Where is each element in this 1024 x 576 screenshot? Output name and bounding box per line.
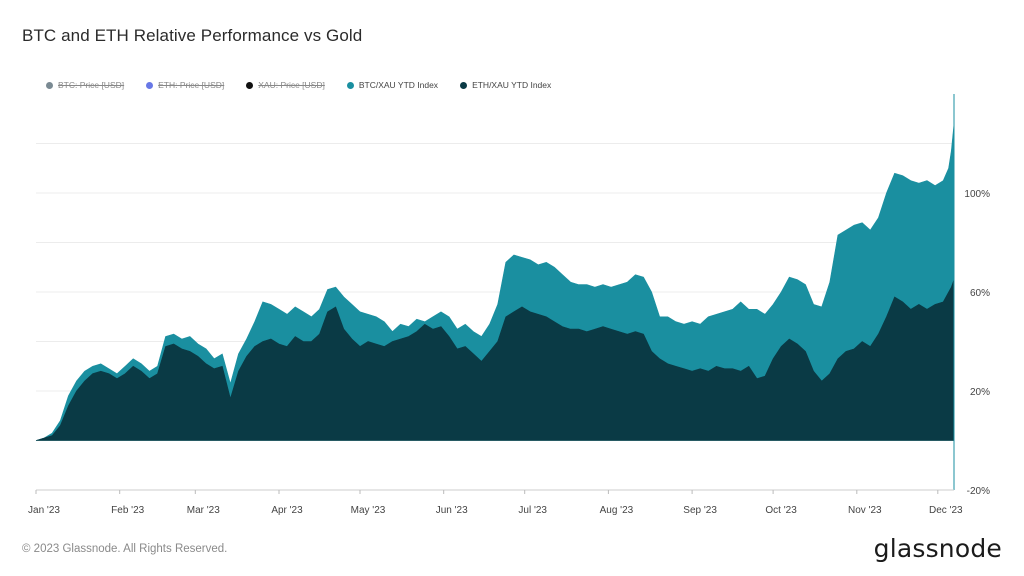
y-tick-label: 60% [970,288,990,299]
legend-item-btc-xau-index[interactable]: BTC/XAU YTD Index [346,80,439,90]
legend-dot-icon [246,81,254,89]
legend-dot-icon [46,81,53,89]
series-areas [35,123,955,441]
x-tick-label: Jun '23 [436,505,468,516]
legend-label: XAU: Price [USD] [258,80,325,90]
x-tick-label: Sep '23 [683,505,717,516]
legend-item-xau-price[interactable]: XAU: Price [USD] [246,80,325,90]
y-tick-label: -20% [967,486,990,497]
x-tick-label: Aug '23 [600,505,634,516]
legend-label: BTC: Price [USD] [58,80,125,90]
area-series-eth-xau[interactable] [35,279,955,441]
x-tick-label: Jul '23 [518,505,547,516]
axes: Jan '23 Feb '23 Mar '23 Apr '23 May '23 Jun '… [28,94,990,516]
y-tick-label: 20% [970,387,990,398]
legend-dot-icon [346,81,354,89]
x-tick-label: Feb '23 [111,505,144,516]
legend-item-btc-price[interactable]: BTC: Price [USD] [46,80,124,90]
x-tick-label: Mar '23 [187,505,220,516]
legend-label: BTC/XAU YTD Index [358,80,439,90]
legend-dot-icon [146,81,154,89]
legend-item-eth-price[interactable]: ETH: Price [USD] [146,80,224,90]
legend-item-eth-xau-index[interactable]: ETH/XAU YTD Index [460,80,551,90]
x-tick-label: Oct '23 [765,505,797,516]
x-tick-label: May '23 [351,505,386,516]
y-tick-label: 100% [964,189,990,200]
x-tick-label: Dec '23 [929,505,963,516]
chart-title: BTC and ETH Relative Performance vs Gold [22,26,363,45]
x-tick-label: Apr '23 [271,505,303,516]
copyright-footer: © 2023 Glassnode. All Rights Reserved. [22,543,228,555]
legend-label: ETH/XAU YTD Index [472,80,552,90]
legend: BTC: Price [USD] ETH: Price [USD] XAU: P… [46,80,551,90]
legend-dot-icon [460,81,468,89]
x-tick-label: Nov '23 [848,505,882,516]
legend-label: ETH: Price [USD] [158,80,225,90]
brand-logo: glassnode [873,534,1002,563]
x-tick-label: Jan '23 [28,505,60,516]
